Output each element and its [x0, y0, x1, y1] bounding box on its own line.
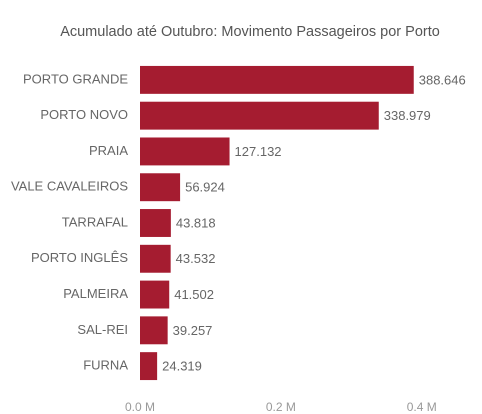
- y-tick-label: PORTO INGLÊS: [31, 250, 128, 265]
- data-label: 24.319: [162, 359, 202, 374]
- y-tick-label: VALE CAVALEIROS: [11, 179, 128, 194]
- data-label: 56.924: [185, 180, 225, 195]
- x-tick-label: 0.2 M: [266, 400, 296, 414]
- bar: [140, 65, 414, 94]
- chart-title: Acumulado até Outubro: Movimento Passage…: [60, 24, 440, 40]
- bar: [140, 209, 171, 237]
- y-tick-label: PORTO NOVO: [40, 107, 128, 122]
- bar: [140, 101, 379, 130]
- data-label: 41.502: [174, 287, 214, 302]
- x-tick-label: 0.4 M: [407, 400, 437, 414]
- data-label: 39.257: [173, 323, 213, 338]
- y-tick-label: SAL-REI: [77, 322, 128, 337]
- bar: [140, 280, 170, 309]
- y-tick-label: PALMEIRA: [63, 286, 128, 301]
- data-label: 338.979: [384, 108, 431, 123]
- bar: [140, 316, 168, 345]
- data-label: 43.818: [176, 215, 216, 230]
- data-label: 127.132: [235, 144, 282, 159]
- x-tick-label: 0.0 M: [125, 400, 155, 414]
- bar: [140, 244, 171, 273]
- y-tick-label: PORTO GRANDE: [23, 71, 128, 86]
- bar: [140, 352, 158, 381]
- y-tick-label: TARRAFAL: [62, 214, 128, 229]
- bar: [140, 137, 230, 166]
- data-label: 43.532: [176, 251, 216, 266]
- y-tick-label: FURNA: [83, 358, 128, 373]
- y-tick-label: PRAIA: [89, 143, 128, 158]
- bar: [140, 173, 181, 202]
- data-label: 388.646: [419, 72, 466, 87]
